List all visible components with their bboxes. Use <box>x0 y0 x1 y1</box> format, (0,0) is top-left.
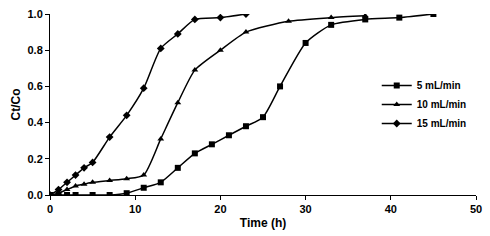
svg-text:0: 0 <box>47 203 53 215</box>
svg-text:10 mL/min: 10 mL/min <box>417 99 466 110</box>
svg-text:10: 10 <box>129 203 141 215</box>
svg-text:0.4: 0.4 <box>28 116 44 128</box>
svg-text:40: 40 <box>385 203 397 215</box>
svg-text:5 mL/min: 5 mL/min <box>417 80 461 91</box>
svg-text:Ct/Co: Ct/Co <box>9 89 23 121</box>
svg-text:0.6: 0.6 <box>28 80 43 92</box>
svg-text:1.0: 1.0 <box>28 8 43 20</box>
svg-text:50: 50 <box>470 203 482 215</box>
svg-text:Time (h): Time (h) <box>240 216 286 230</box>
svg-text:0.0: 0.0 <box>28 189 43 201</box>
svg-text:20: 20 <box>214 203 226 215</box>
svg-text:30: 30 <box>299 203 311 215</box>
svg-text:0.8: 0.8 <box>28 44 43 56</box>
svg-text:15 mL/min: 15 mL/min <box>417 118 466 129</box>
svg-text:0.2: 0.2 <box>28 153 43 165</box>
